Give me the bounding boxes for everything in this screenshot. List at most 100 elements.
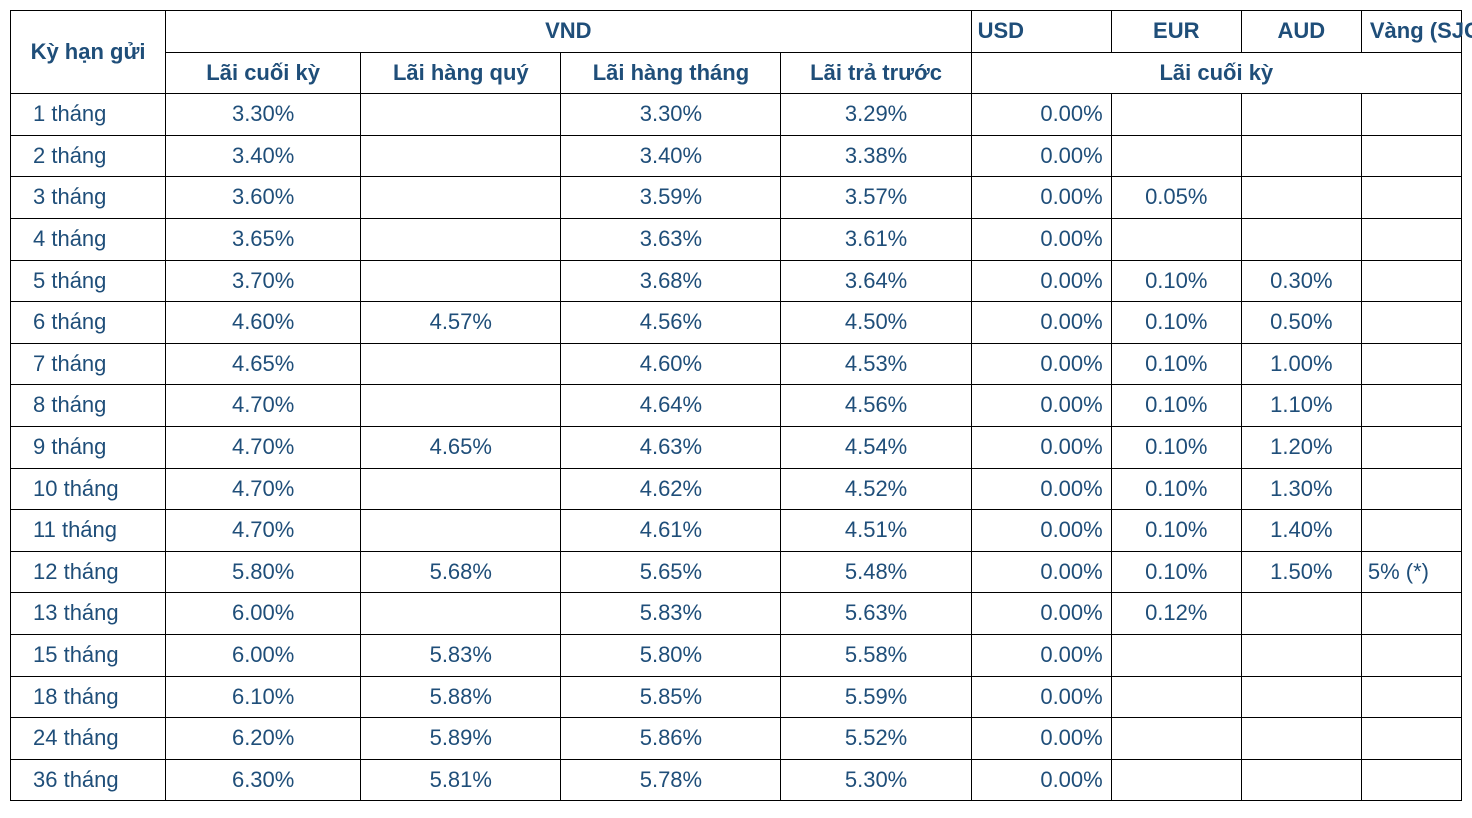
cell-eur: 0.10% [1111, 426, 1241, 468]
cell-gold [1361, 593, 1461, 635]
table-row: 13 tháng6.00%5.83%5.63%0.00%0.12% [11, 593, 1462, 635]
cell-v1 [361, 135, 561, 177]
cell-v0: 4.60% [166, 302, 361, 344]
cell-term: 8 tháng [11, 385, 166, 427]
cell-aud [1241, 177, 1361, 219]
cell-usd: 0.00% [971, 426, 1111, 468]
cell-term: 36 tháng [11, 759, 166, 801]
table-row: 9 tháng4.70%4.65%4.63%4.54%0.00%0.10%1.2… [11, 426, 1462, 468]
cell-v0: 4.70% [166, 426, 361, 468]
cell-term: 11 tháng [11, 510, 166, 552]
cell-v2: 5.85% [561, 676, 781, 718]
cell-term: 15 tháng [11, 634, 166, 676]
cell-v1: 5.81% [361, 759, 561, 801]
cell-usd: 0.00% [971, 551, 1111, 593]
cell-gold [1361, 676, 1461, 718]
cell-aud: 1.50% [1241, 551, 1361, 593]
cell-aud: 0.30% [1241, 260, 1361, 302]
col-vnd-lai-hang-thang: Lãi hàng tháng [561, 52, 781, 94]
cell-v3: 5.48% [781, 551, 971, 593]
cell-v3: 3.61% [781, 218, 971, 260]
cell-gold [1361, 343, 1461, 385]
cell-v0: 3.40% [166, 135, 361, 177]
interest-rate-table: Kỳ hạn gửi VND USD EUR AUD Vàng (SJC) Lã… [10, 10, 1462, 801]
table-header: Kỳ hạn gửi VND USD EUR AUD Vàng (SJC) Lã… [11, 11, 1462, 94]
cell-v1 [361, 343, 561, 385]
cell-eur [1111, 759, 1241, 801]
col-foreign-lai-cuoi-ky: Lãi cuối kỳ [971, 52, 1461, 94]
cell-v0: 4.65% [166, 343, 361, 385]
cell-aud [1241, 676, 1361, 718]
cell-gold [1361, 718, 1461, 760]
cell-v0: 4.70% [166, 468, 361, 510]
cell-v2: 3.68% [561, 260, 781, 302]
cell-usd: 0.00% [971, 135, 1111, 177]
cell-usd: 0.00% [971, 510, 1111, 552]
cell-v1 [361, 510, 561, 552]
cell-v3: 4.54% [781, 426, 971, 468]
cell-usd: 0.00% [971, 676, 1111, 718]
cell-gold [1361, 177, 1461, 219]
cell-gold [1361, 218, 1461, 260]
cell-eur: 0.05% [1111, 177, 1241, 219]
cell-usd: 0.00% [971, 302, 1111, 344]
cell-gold [1361, 759, 1461, 801]
col-eur: EUR [1111, 11, 1241, 53]
cell-term: 6 tháng [11, 302, 166, 344]
cell-v1 [361, 593, 561, 635]
cell-v3: 3.64% [781, 260, 971, 302]
cell-gold [1361, 135, 1461, 177]
col-aud: AUD [1241, 11, 1361, 53]
cell-term: 13 tháng [11, 593, 166, 635]
col-vnd-lai-cuoi-ky: Lãi cuối kỳ [166, 52, 361, 94]
cell-v2: 3.30% [561, 94, 781, 136]
cell-gold [1361, 426, 1461, 468]
cell-eur: 0.10% [1111, 551, 1241, 593]
table-row: 7 tháng4.65%4.60%4.53%0.00%0.10%1.00% [11, 343, 1462, 385]
cell-v3: 4.52% [781, 468, 971, 510]
cell-term: 7 tháng [11, 343, 166, 385]
cell-eur [1111, 135, 1241, 177]
cell-gold: 5% (*) [1361, 551, 1461, 593]
table-row: 24 tháng6.20%5.89%5.86%5.52%0.00% [11, 718, 1462, 760]
table-row: 4 tháng3.65%3.63%3.61%0.00% [11, 218, 1462, 260]
cell-gold [1361, 385, 1461, 427]
cell-v1 [361, 218, 561, 260]
cell-usd: 0.00% [971, 718, 1111, 760]
cell-eur: 0.10% [1111, 385, 1241, 427]
cell-v2: 3.59% [561, 177, 781, 219]
table-row: 5 tháng3.70%3.68%3.64%0.00%0.10%0.30% [11, 260, 1462, 302]
cell-term: 2 tháng [11, 135, 166, 177]
cell-usd: 0.00% [971, 218, 1111, 260]
cell-v2: 5.86% [561, 718, 781, 760]
cell-aud [1241, 135, 1361, 177]
cell-v0: 5.80% [166, 551, 361, 593]
cell-v0: 4.70% [166, 510, 361, 552]
cell-aud [1241, 634, 1361, 676]
cell-v1: 4.65% [361, 426, 561, 468]
cell-v2: 4.64% [561, 385, 781, 427]
cell-v0: 6.00% [166, 634, 361, 676]
cell-v2: 4.60% [561, 343, 781, 385]
cell-eur [1111, 634, 1241, 676]
cell-v1: 5.68% [361, 551, 561, 593]
cell-aud: 0.50% [1241, 302, 1361, 344]
cell-v3: 5.59% [781, 676, 971, 718]
table-row: 12 tháng5.80%5.68%5.65%5.48%0.00%0.10%1.… [11, 551, 1462, 593]
cell-term: 18 tháng [11, 676, 166, 718]
cell-gold [1361, 510, 1461, 552]
cell-term: 4 tháng [11, 218, 166, 260]
cell-usd: 0.00% [971, 177, 1111, 219]
cell-term: 9 tháng [11, 426, 166, 468]
cell-v1: 5.89% [361, 718, 561, 760]
cell-v0: 6.20% [166, 718, 361, 760]
cell-v2: 4.63% [561, 426, 781, 468]
cell-usd: 0.00% [971, 343, 1111, 385]
cell-v1 [361, 385, 561, 427]
cell-term: 1 tháng [11, 94, 166, 136]
cell-v3: 5.63% [781, 593, 971, 635]
cell-v0: 6.10% [166, 676, 361, 718]
cell-aud [1241, 593, 1361, 635]
col-term: Kỳ hạn gửi [11, 11, 166, 94]
col-usd: USD [971, 11, 1111, 53]
